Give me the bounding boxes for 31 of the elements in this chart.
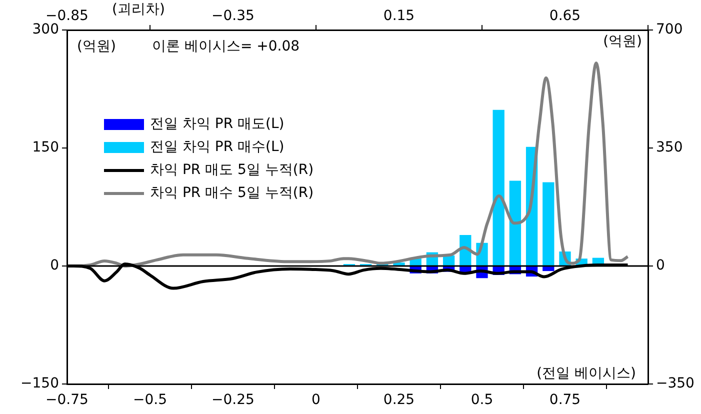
y2-tick-label: 0 (656, 258, 665, 274)
x-tick-label: 0.75 (549, 392, 581, 408)
y-tick-label: 0 (50, 258, 59, 274)
legend-label: 전일 차익 PR 매수(L) (150, 138, 284, 157)
bar (542, 182, 554, 266)
x2-tick-label: 0.15 (383, 8, 415, 24)
x-tick-label: −0.5 (133, 392, 167, 408)
legend-label: 전일 차익 PR 매도(L) (150, 115, 284, 134)
y2-tick-label: 700 (656, 22, 683, 38)
y-tick-label: −150 (20, 376, 59, 392)
x2-axis-title: (괴리차) (112, 2, 165, 18)
y-tick-label: 300 (32, 22, 59, 38)
y-axis-title: (억원) (77, 38, 116, 55)
x-axis-title: (전일 베이시스) (536, 366, 636, 382)
x-tick-label: 0 (312, 392, 320, 408)
y2-axis-title: (억원) (603, 34, 642, 50)
x-tick-label: 0.5 (470, 392, 494, 408)
x2-tick-label: −0.85 (46, 8, 88, 24)
x2-tick-label: −0.35 (212, 8, 254, 24)
legend-label: 차익 PR 매수 5일 누적(R) (150, 184, 314, 203)
y-tick-label: 150 (32, 140, 59, 156)
legend-label: 차익 PR 매도 5일 누적(R) (150, 161, 314, 180)
x2-tick-label: 0.65 (549, 8, 581, 24)
bar (509, 180, 522, 266)
x-tick-label: −0.75 (46, 392, 88, 408)
annotation: 이론 베이시스= +0.08 (152, 38, 300, 55)
y2-tick-label: 350 (656, 140, 683, 156)
bar (492, 110, 504, 266)
x-tick-label: 0.25 (383, 392, 415, 408)
x-tick-label: −0.25 (212, 392, 254, 408)
y2-tick-label: −350 (656, 376, 694, 392)
